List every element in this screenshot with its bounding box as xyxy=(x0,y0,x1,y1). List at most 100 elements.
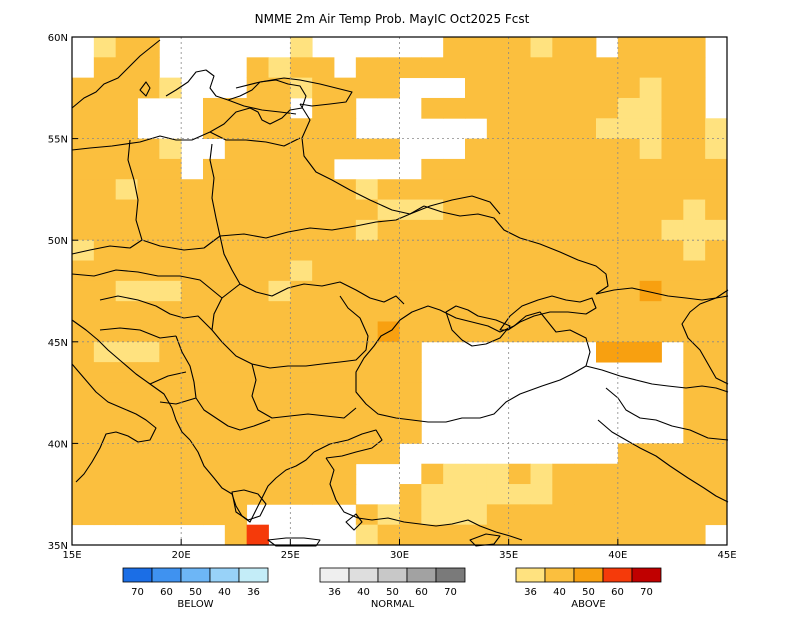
probability-cell xyxy=(312,382,335,404)
probability-cell xyxy=(224,402,248,424)
probability-cell xyxy=(203,219,226,241)
legend-group-normal: 36 40 50 60 70 NORMAL xyxy=(319,567,466,610)
border-ukraine-belarus xyxy=(219,205,425,239)
probability-cell xyxy=(508,524,531,546)
probability-cell xyxy=(705,301,728,322)
probability-cell xyxy=(312,219,335,241)
probability-cell xyxy=(312,179,335,200)
probability-cell xyxy=(596,301,619,322)
probability-cell xyxy=(137,443,160,465)
lon-tick-label: 20E xyxy=(172,550,191,561)
probability-cell xyxy=(399,199,422,221)
probability-cell xyxy=(355,240,379,261)
probability-cell xyxy=(443,158,466,180)
probability-cell xyxy=(355,362,379,383)
probability-cell xyxy=(137,158,160,180)
probability-cell xyxy=(639,37,662,58)
probability-cell xyxy=(246,260,269,282)
probability-cell xyxy=(617,240,641,261)
probability-cell xyxy=(596,504,619,526)
probability-cell xyxy=(93,260,117,282)
probability-cell xyxy=(181,280,204,302)
longitude-ticks: 15E 20E 25E 30E 35E 40E 45E xyxy=(62,539,737,561)
probability-cell xyxy=(290,402,313,424)
probability-cell xyxy=(159,484,182,505)
probability-cell xyxy=(465,37,488,58)
probability-cell xyxy=(355,423,379,444)
probability-cell xyxy=(465,179,488,200)
probability-cell xyxy=(552,280,575,302)
probability-cell xyxy=(465,199,488,221)
probability-cell xyxy=(465,77,488,99)
probability-cell xyxy=(159,179,182,200)
probability-cell xyxy=(705,179,728,200)
probability-cell xyxy=(93,179,117,200)
probability-cell xyxy=(268,118,291,139)
border-romania xyxy=(211,283,369,369)
probability-cell xyxy=(290,260,313,282)
sea-of-azov-coastline xyxy=(499,295,597,331)
legend-swatch xyxy=(515,567,546,583)
probability-cell xyxy=(290,484,313,505)
probability-cell xyxy=(115,321,138,343)
probability-cell xyxy=(683,57,706,79)
probability-cell xyxy=(312,362,335,383)
probability-cell xyxy=(377,402,400,424)
probability-cell xyxy=(355,443,379,465)
probability-cell xyxy=(115,301,138,322)
probability-cell xyxy=(334,362,357,383)
probability-cell xyxy=(268,179,291,200)
probability-cell xyxy=(421,158,444,180)
caspian-coastline xyxy=(681,289,729,385)
probability-cell xyxy=(465,219,488,241)
probability-cell xyxy=(617,199,641,221)
probability-cell xyxy=(246,382,269,404)
probability-cell xyxy=(224,301,248,322)
probability-cell xyxy=(93,219,117,241)
probability-cell xyxy=(705,280,728,302)
probability-cell xyxy=(705,240,728,261)
probability-cell xyxy=(224,179,248,200)
probability-cell xyxy=(639,240,662,261)
probability-cell xyxy=(552,118,575,139)
probability-cell xyxy=(443,260,466,282)
probability-cell xyxy=(224,463,248,485)
probability-cell xyxy=(181,504,204,526)
probability-cell xyxy=(159,219,182,241)
legend-value-label: 70 xyxy=(444,587,457,598)
probability-cell xyxy=(596,484,619,505)
probability-cell xyxy=(399,484,422,505)
probability-cell xyxy=(639,260,662,282)
probability-cell xyxy=(377,219,400,241)
probability-cell xyxy=(705,321,728,343)
probability-cell xyxy=(530,484,553,505)
probability-cell xyxy=(355,138,379,160)
probability-cell xyxy=(355,219,379,241)
legend-group-above: 36 40 50 60 70 ABOVE xyxy=(515,567,662,610)
probability-cell xyxy=(72,423,95,444)
probability-cell xyxy=(596,260,619,282)
probability-cell xyxy=(246,118,269,139)
probability-cell xyxy=(355,382,379,404)
probability-cell xyxy=(224,260,248,282)
probability-cell xyxy=(93,504,117,526)
probability-cell xyxy=(334,321,357,343)
probability-cell xyxy=(399,362,422,383)
probability-cell xyxy=(552,199,575,221)
probability-cell xyxy=(661,118,684,139)
lon-tick-label: 40E xyxy=(608,550,627,561)
probability-cell xyxy=(115,118,138,139)
probability-cell xyxy=(334,219,357,241)
probability-cell xyxy=(574,463,597,485)
probability-cell xyxy=(312,158,335,180)
probability-cell xyxy=(181,260,204,282)
probability-cell xyxy=(334,280,357,302)
probability-cell xyxy=(683,240,706,261)
probability-cell xyxy=(203,118,226,139)
probability-cell xyxy=(355,260,379,282)
probability-cell xyxy=(334,463,357,485)
probability-cell xyxy=(596,138,619,160)
probability-cell xyxy=(705,402,728,424)
peloponnese-outline xyxy=(231,489,267,521)
probability-cell xyxy=(552,219,575,241)
